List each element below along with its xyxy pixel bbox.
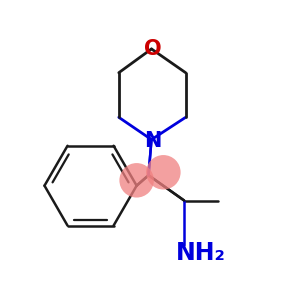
Text: O: O (144, 39, 162, 59)
Circle shape (146, 155, 181, 190)
Circle shape (119, 163, 154, 198)
Text: NH₂: NH₂ (176, 241, 226, 265)
Text: N: N (144, 131, 162, 151)
